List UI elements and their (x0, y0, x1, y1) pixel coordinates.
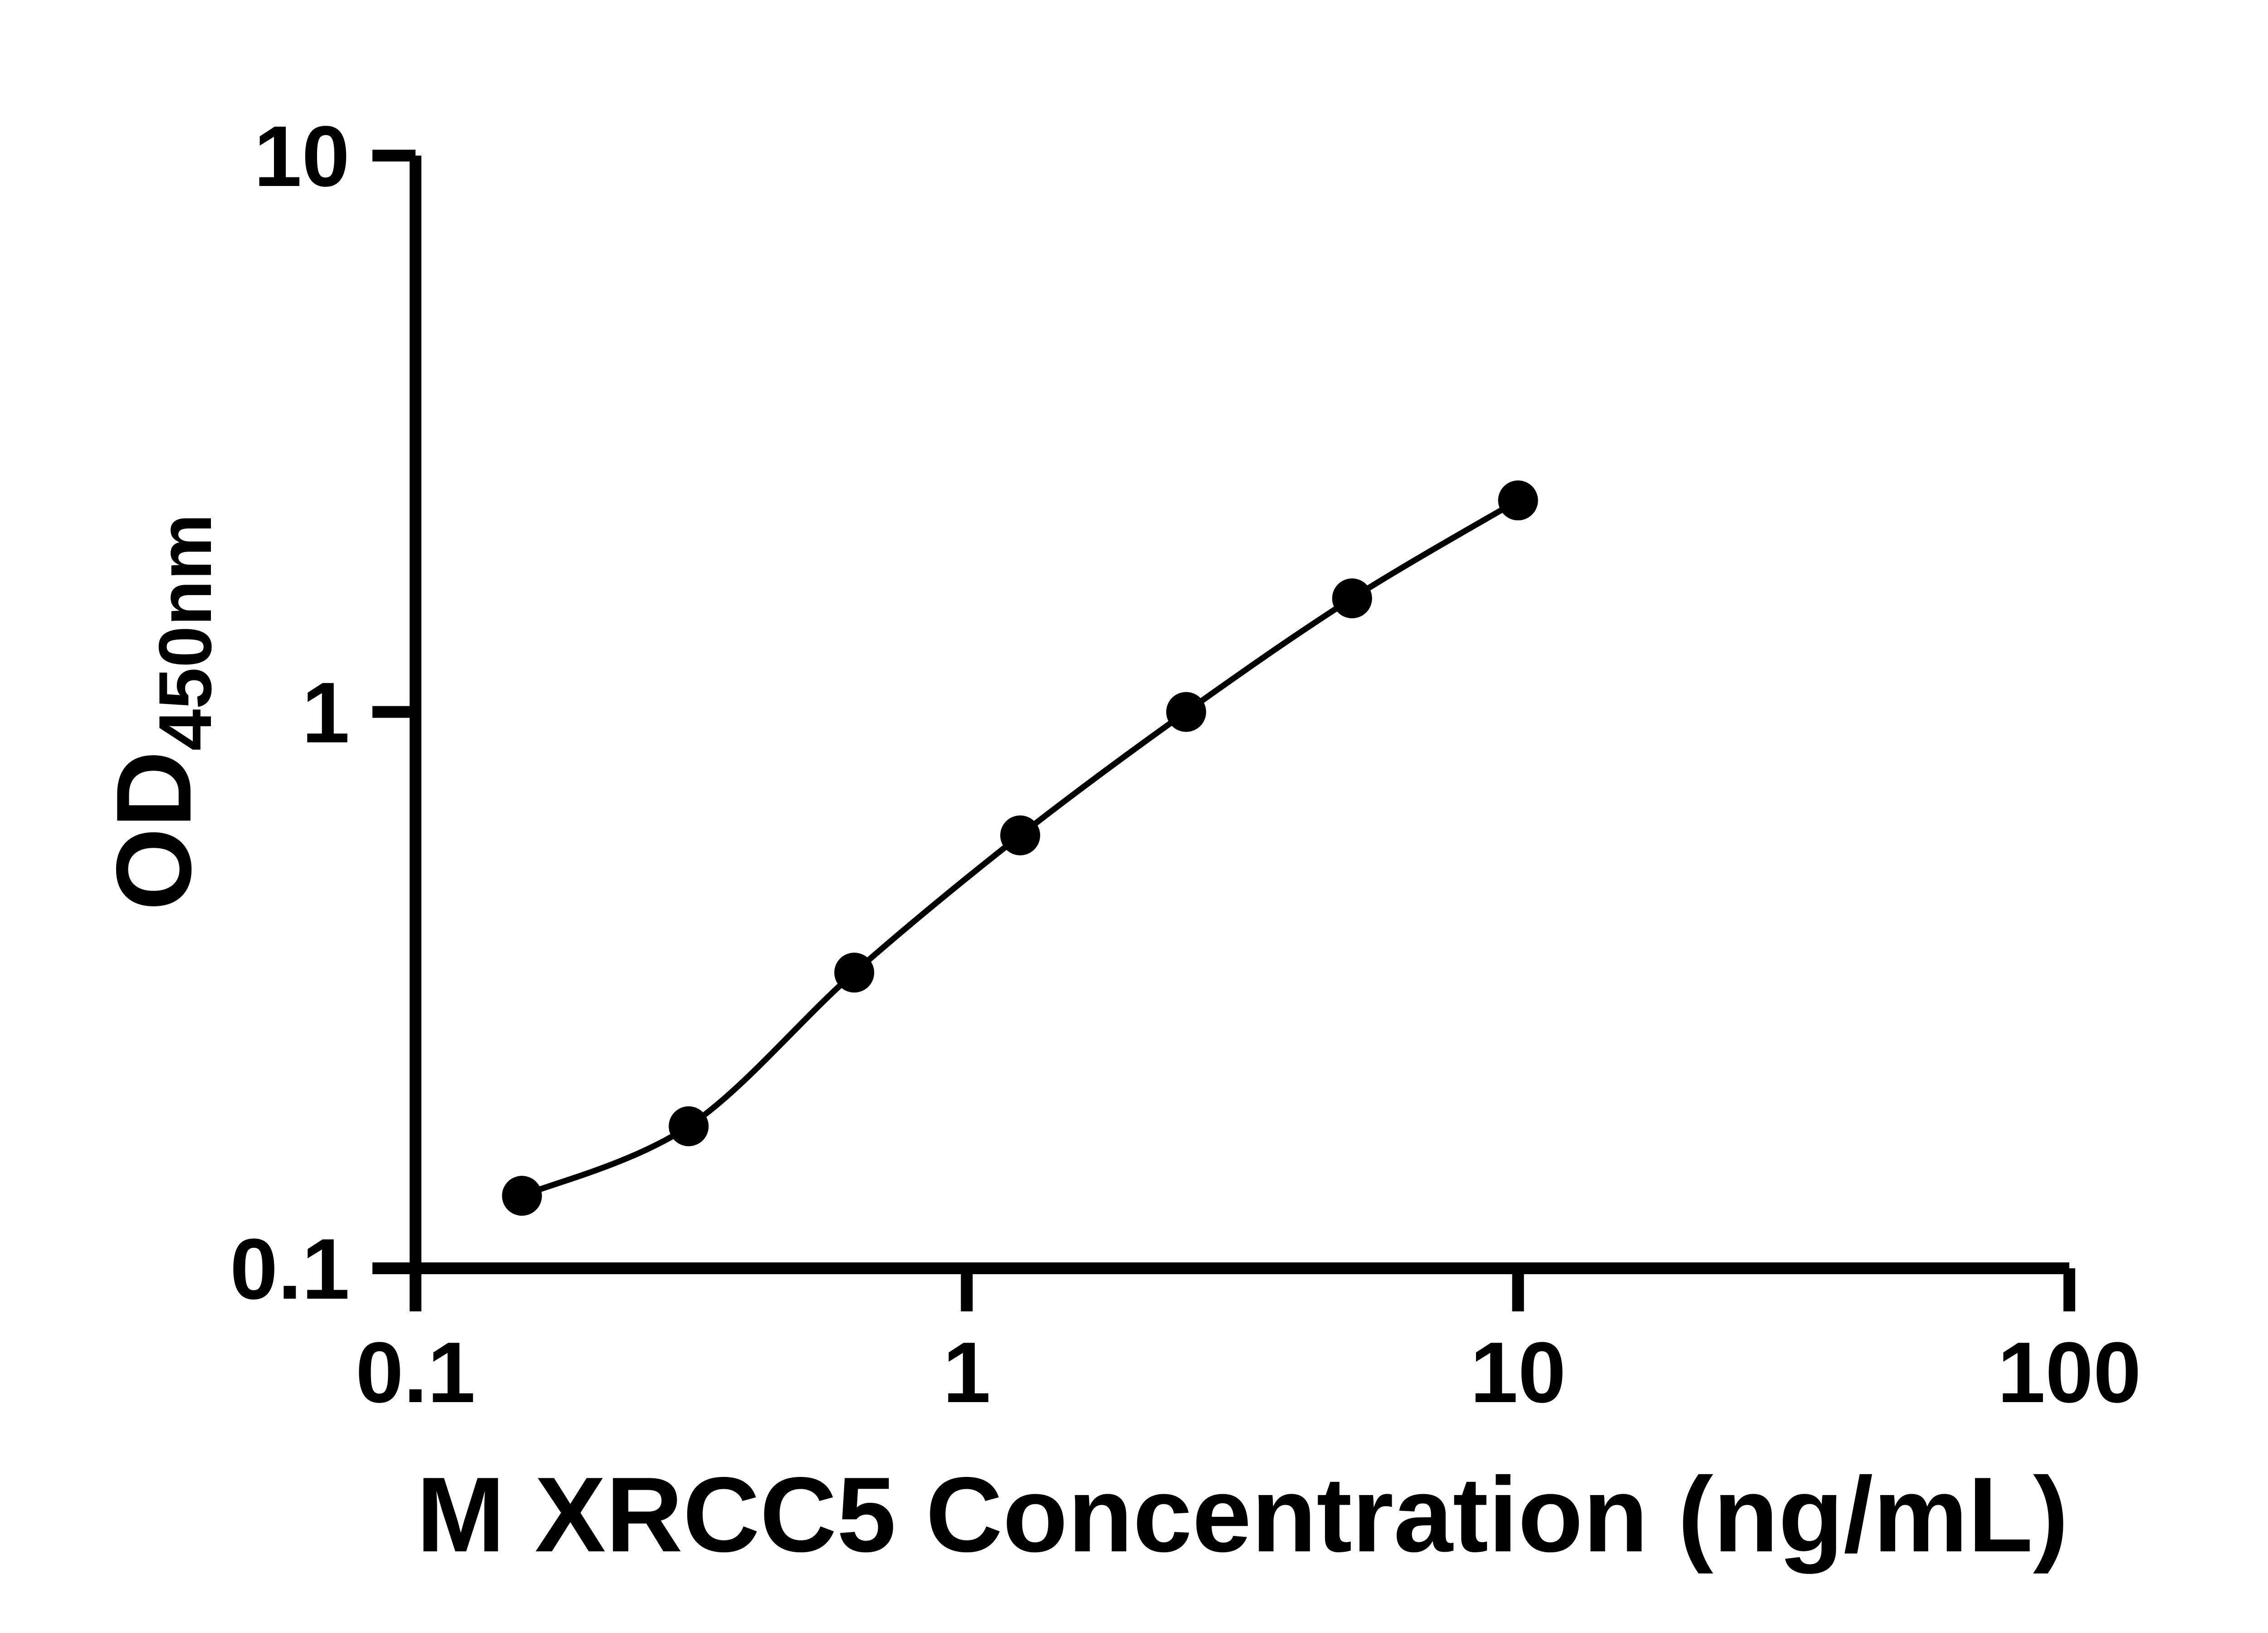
y-axis-title-main: OD (94, 751, 213, 911)
y-tick-label: 10 (254, 108, 350, 205)
data-series (502, 480, 1538, 1216)
x-tick-label: 0.1 (356, 1325, 475, 1421)
y-tick-label: 0.1 (230, 1221, 350, 1317)
x-tick-label: 100 (1997, 1325, 2141, 1421)
y-tick-label: 1 (302, 665, 350, 761)
y-axis-title: OD450nm (94, 513, 227, 910)
x-tick-label: 10 (1470, 1325, 1566, 1421)
x-tick-label: 1 (943, 1325, 991, 1421)
data-point-marker (1332, 578, 1372, 619)
axes: 0.1 1 10 100 0.1 1 10 (230, 108, 2141, 1421)
axis-spines (410, 156, 2069, 1274)
data-point-marker (669, 1106, 709, 1146)
data-point-marker (502, 1176, 542, 1216)
data-point-marker (1166, 692, 1206, 732)
data-point-marker (1498, 480, 1538, 521)
y-axis-title-sub: 450nm (143, 513, 227, 751)
data-point-marker (1000, 815, 1041, 856)
x-axis-title: M XRCC5 Concentration (ng/mL) (416, 1455, 2068, 1574)
data-point-marker (834, 953, 875, 993)
